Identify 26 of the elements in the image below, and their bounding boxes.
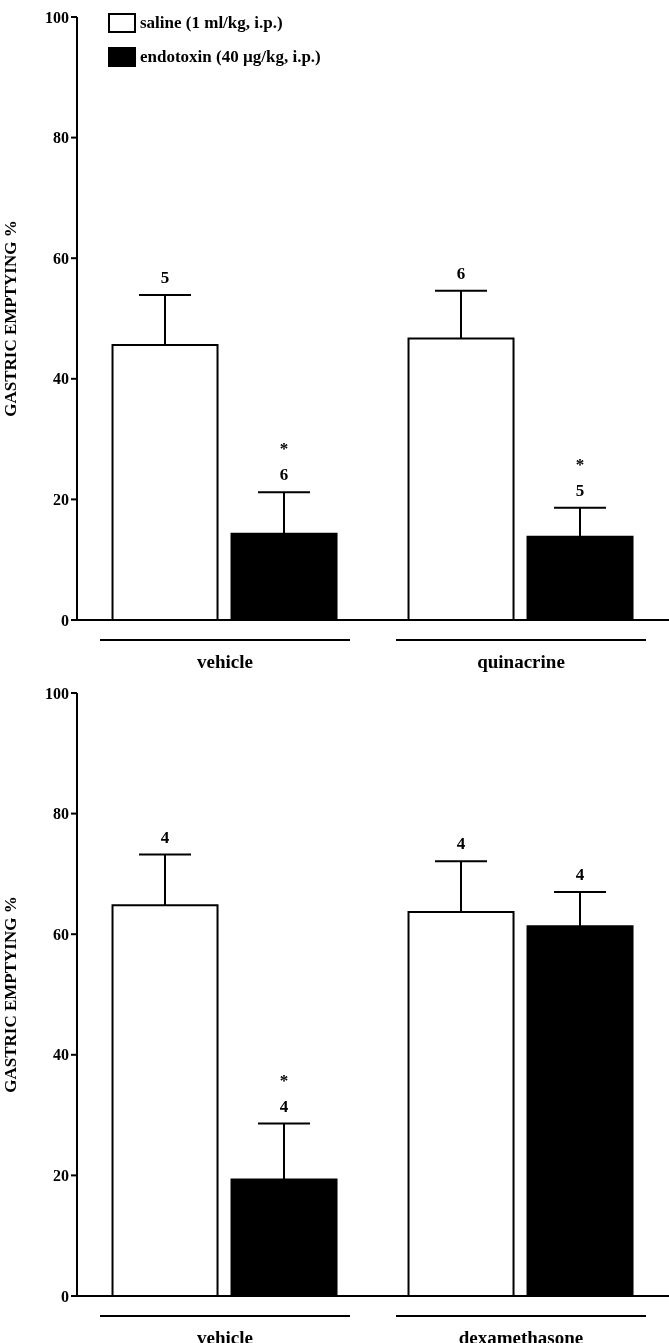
legend-label: saline (1 ml/kg, i.p.): [140, 13, 283, 33]
annotation: * 6: [279, 439, 289, 485]
y-tick-label: 60: [53, 925, 69, 943]
x-tick-label: vehicle: [197, 651, 253, 672]
y-tick-label: 40: [53, 1046, 69, 1064]
y-tick-label: 80: [53, 129, 69, 147]
annotation: 4: [456, 834, 466, 854]
annotation: 6: [456, 263, 466, 283]
x-tick-label: quinacrine: [477, 651, 565, 672]
y-tick-label: 60: [53, 249, 69, 267]
y-tick-label: 0: [61, 611, 69, 629]
y-tick-label: 100: [45, 8, 69, 26]
y-axis-title: GASTRIC EMPTYING %: [1, 220, 21, 417]
y-tick-label: 80: [53, 805, 69, 823]
y-tick-label: 20: [53, 1167, 69, 1185]
annotation: * 5: [575, 454, 585, 500]
annotation: 4: [575, 864, 585, 884]
y-tick-label: 40: [53, 370, 69, 388]
y-tick-label: 20: [53, 491, 69, 509]
y-tick-label: 100: [45, 684, 69, 702]
annotation: 5: [160, 267, 170, 287]
y-axis-title: GASTRIC EMPTYING %: [1, 896, 21, 1093]
legend-label: endotoxin (40 µg/kg, i.p.): [140, 47, 321, 67]
y-tick-label: 0: [61, 1287, 69, 1305]
annotation: * 4: [279, 1070, 289, 1116]
annotation: 4: [160, 827, 170, 847]
